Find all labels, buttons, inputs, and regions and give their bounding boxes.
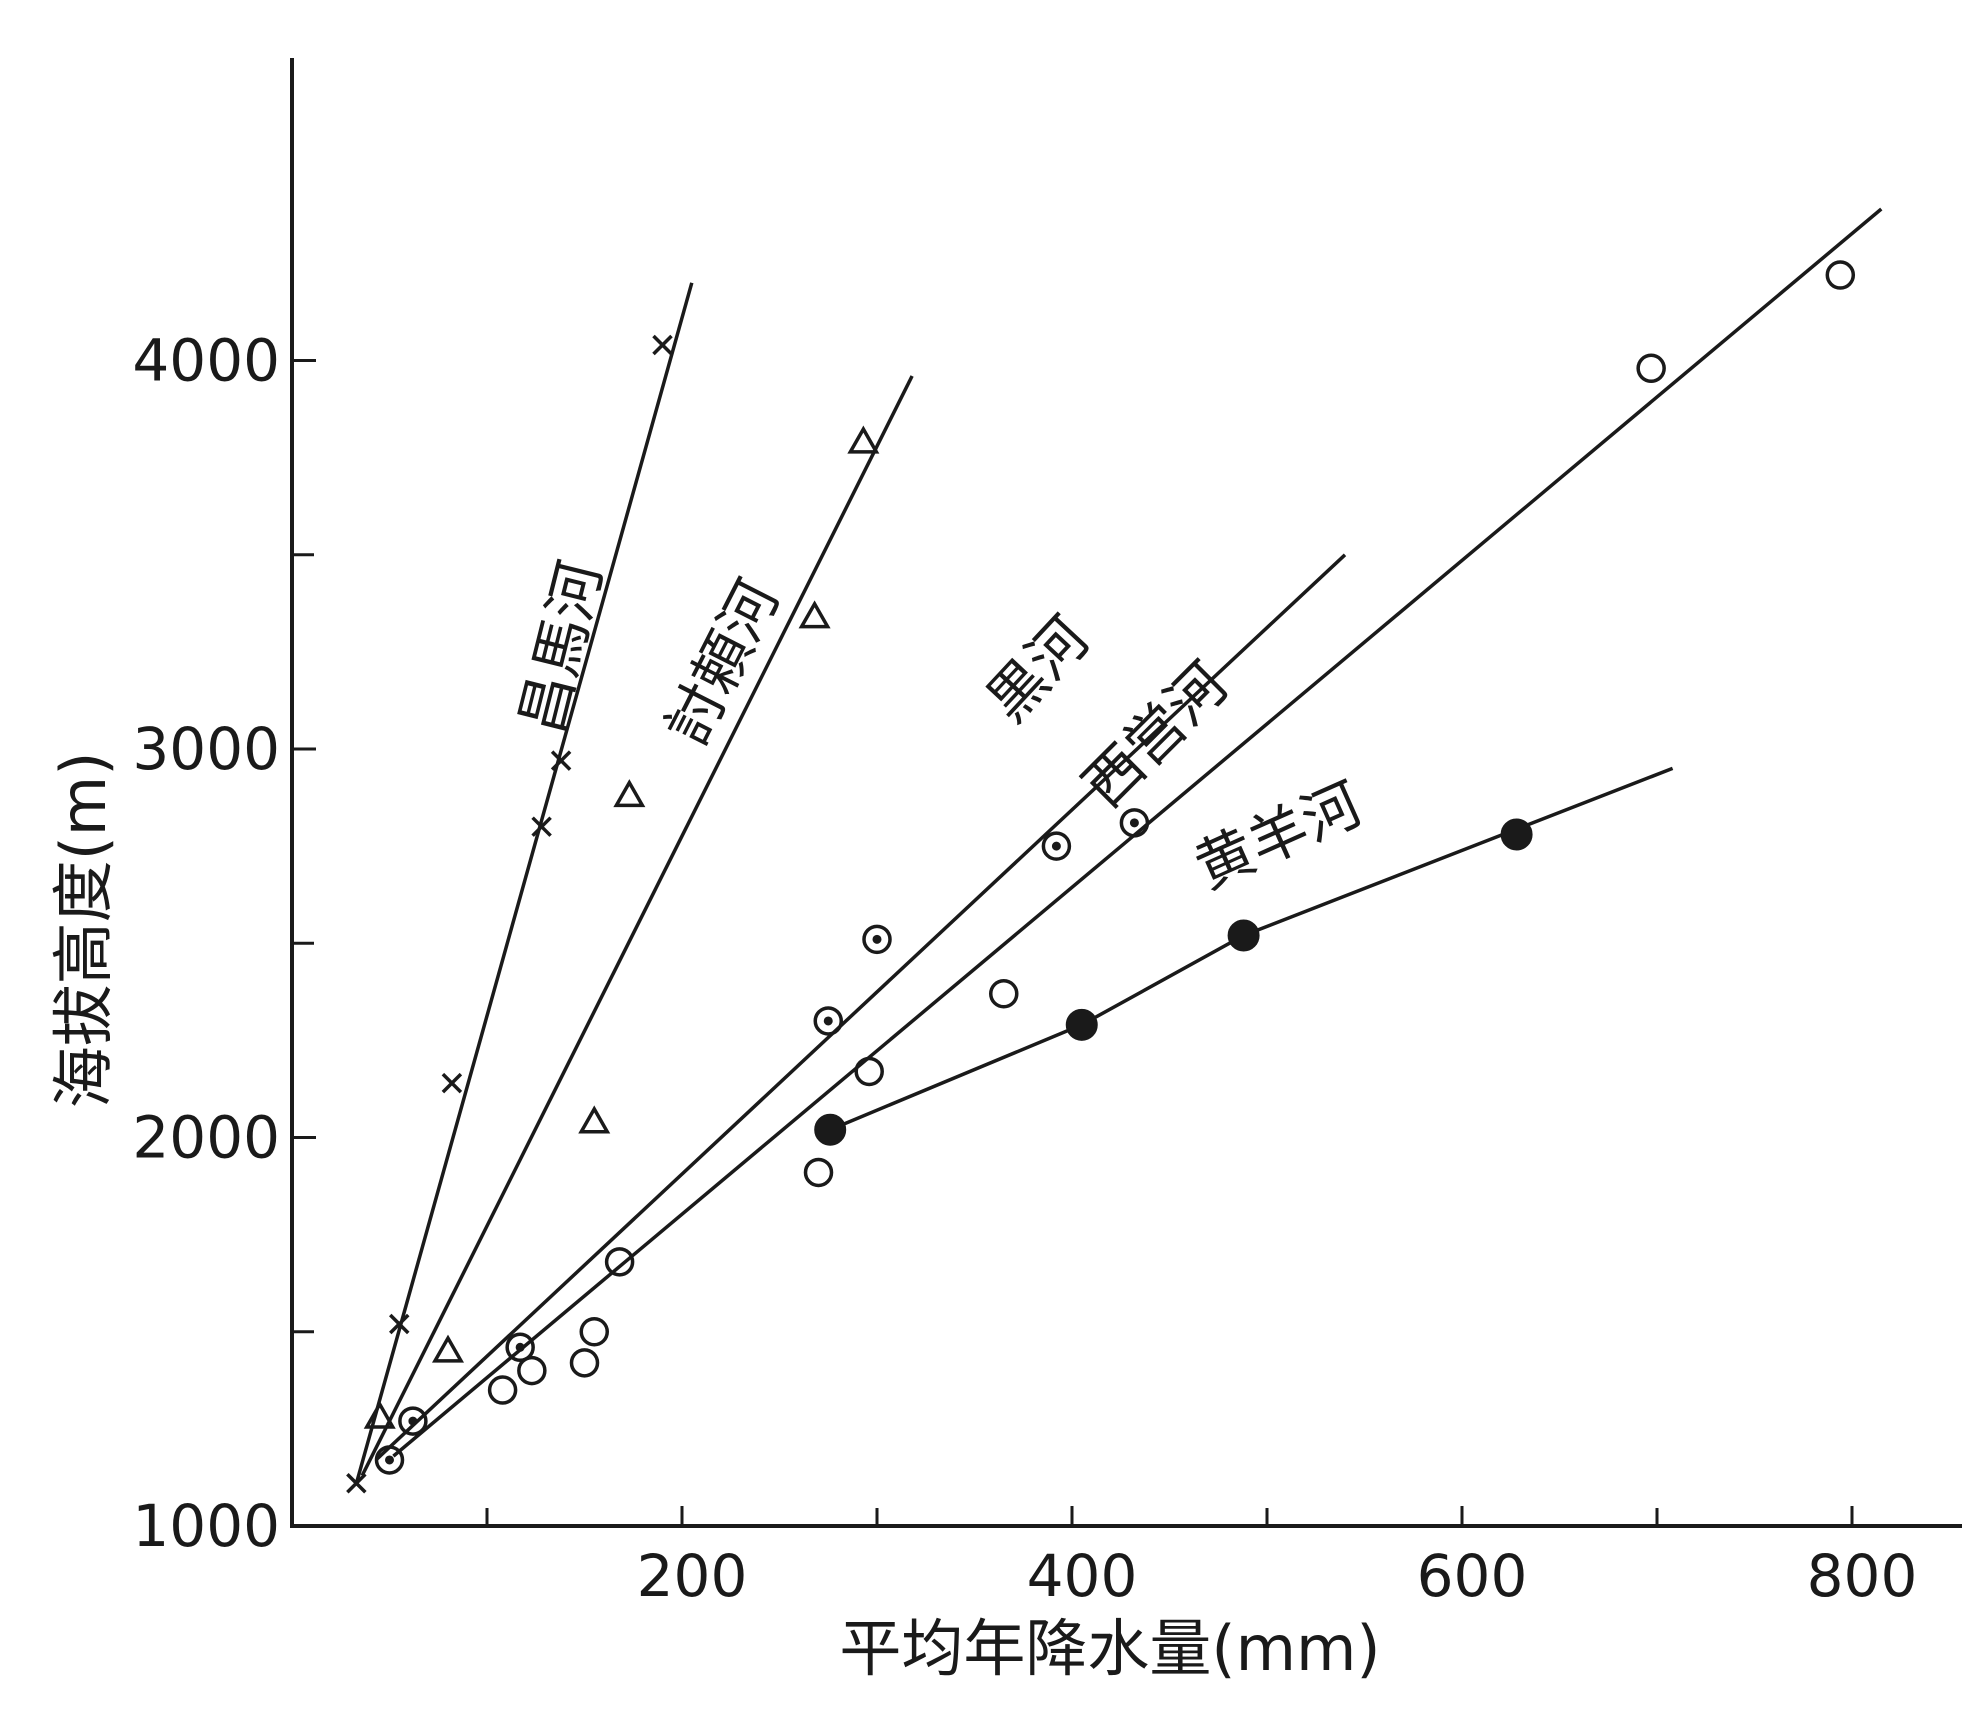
point-昌馬河 [652, 334, 673, 356]
point-黒河 [398, 1406, 428, 1436]
circle-marker-dot [823, 1016, 833, 1026]
point-西営河 [989, 979, 1019, 1009]
point-黒河 [374, 1445, 405, 1475]
fit-line-黒河 [374, 553, 1347, 1462]
circle-marker-ring [505, 1332, 535, 1363]
x-tick-label: 600 [1417, 1542, 1528, 1610]
x-marker-stroke [531, 816, 552, 837]
point-黒河 [1119, 808, 1150, 838]
point-西営河 [1825, 260, 1856, 290]
circle-marker-ring [813, 1006, 843, 1036]
y-axis-label: 海拔高度(m) [47, 752, 120, 1109]
x-marker-stroke [550, 750, 572, 771]
circle-marker-dot [1051, 841, 1061, 851]
fit-line-黄羊河 [829, 766, 1674, 1132]
circle-marker-dot [515, 1342, 525, 1352]
point-黄羊河 [1227, 919, 1260, 952]
circle-marker-ring [374, 1445, 405, 1475]
point-昌馬河 [346, 1473, 367, 1494]
point-討頼河 [847, 425, 880, 454]
point-黄羊河 [1065, 1008, 1098, 1041]
circle-marker-ring [1041, 831, 1072, 861]
x-marker-stroke [441, 1072, 463, 1094]
x-tick-label: 800 [1807, 1542, 1918, 1610]
data-marks [346, 260, 1856, 1494]
circle-marker-dot [385, 1455, 394, 1465]
point-西営河 [517, 1355, 547, 1386]
y-tick-label: 3000 [132, 715, 280, 783]
point-西営河 [1636, 353, 1666, 384]
y-tick-label: 4000 [132, 327, 280, 395]
series-label-黄羊河: 黄羊河 [1185, 769, 1372, 902]
point-黄羊河 [814, 1113, 847, 1146]
point-黒河 [813, 1006, 843, 1036]
circle-marker-ring [398, 1406, 428, 1436]
point-西営河 [604, 1247, 635, 1277]
fit-line-討頼河 [360, 375, 914, 1477]
axes [290, 58, 1962, 1528]
point-討頼河 [613, 779, 646, 808]
point-討頼河 [578, 1105, 611, 1134]
x-tick-label: 200 [637, 1542, 748, 1610]
series-label-昌馬河: 昌馬河 [507, 554, 615, 739]
circle-marker-dot [1129, 818, 1139, 828]
circle-marker-dot [408, 1416, 418, 1426]
point-昌馬河 [389, 1313, 410, 1335]
point-西営河 [569, 1348, 600, 1378]
point-昌馬河 [441, 1072, 463, 1094]
x-tick-label: 400 [1027, 1542, 1138, 1610]
y-tick-label: 2000 [132, 1104, 280, 1172]
point-西営河 [579, 1317, 609, 1347]
point-西営河 [487, 1375, 518, 1405]
point-黄羊河 [1500, 818, 1533, 851]
point-黒河 [1041, 831, 1072, 861]
fit-line-西営河 [392, 207, 1883, 1458]
point-昌馬河 [550, 750, 572, 771]
x-marker-stroke [346, 1473, 367, 1494]
circle-marker-ring [1119, 808, 1150, 838]
x-axis-label: 平均年降水量(mm) [839, 1612, 1380, 1685]
point-西営河 [803, 1157, 834, 1188]
ticks: 200 400 600 800 1000 2000 3000 4000 [132, 327, 1917, 1611]
point-昌馬河 [531, 816, 552, 837]
series-label-黒河: 黒河 [973, 604, 1102, 735]
point-黒河 [505, 1332, 535, 1363]
circle-marker-dot [872, 934, 882, 944]
y-tick-label: 1000 [132, 1492, 280, 1560]
point-討頼河 [363, 1400, 396, 1429]
fit-lines [354, 207, 1883, 1484]
point-黒河 [862, 924, 892, 955]
series-label-討頼河: 討頼河 [653, 569, 793, 755]
fit-line-昌馬河 [354, 282, 694, 1484]
point-西営河 [854, 1056, 884, 1087]
x-marker-stroke [652, 334, 673, 356]
series-label-西営河: 西営河 [1070, 649, 1241, 820]
x-marker-stroke [389, 1313, 410, 1335]
point-討頼河 [798, 600, 831, 629]
circle-marker-ring [862, 924, 892, 955]
point-討頼河 [431, 1334, 465, 1363]
